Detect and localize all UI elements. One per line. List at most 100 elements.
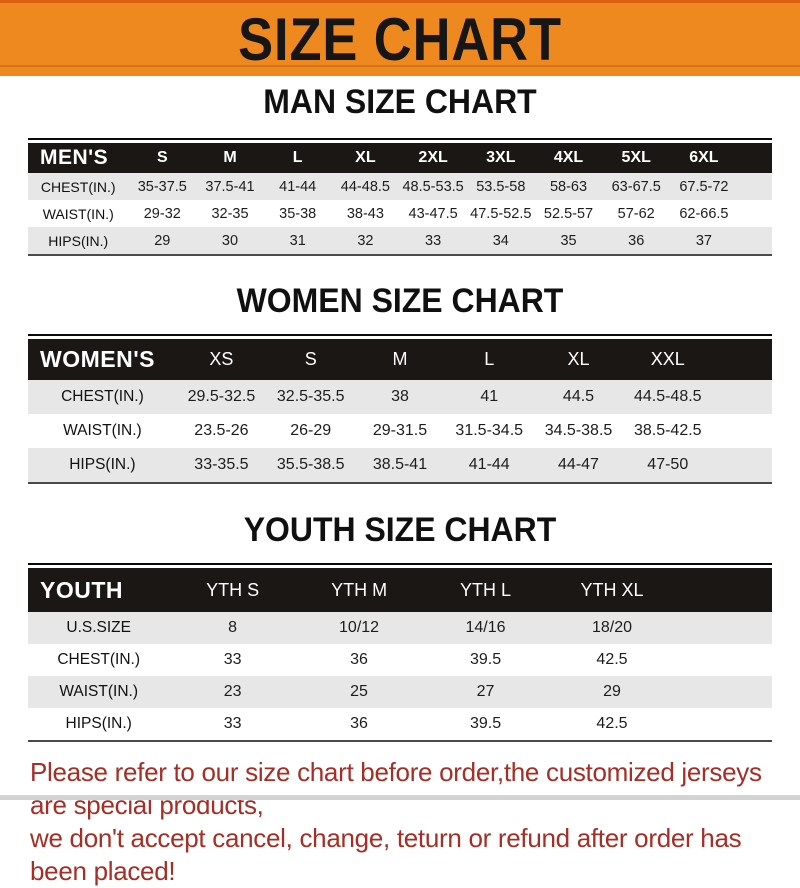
- size-value: 35: [560, 232, 577, 249]
- size-value: 33: [223, 715, 242, 732]
- size-value: 38-43: [346, 205, 384, 222]
- size-value: 53.5-58: [476, 178, 526, 195]
- table-top-border: [28, 138, 772, 140]
- size-value: 43-47.5: [408, 205, 458, 222]
- size-value: 10/12: [339, 619, 380, 636]
- size-column-header: XS: [209, 349, 234, 369]
- size-column-header: XL: [355, 149, 376, 166]
- size-value: 41: [480, 388, 499, 405]
- row-label: WAIST(IN.): [59, 683, 138, 700]
- table-row-waist: WAIST(IN.) 29-32 32-35 35-38 38-43 43-47…: [28, 200, 772, 227]
- row-label: HIPS(IN.): [69, 456, 136, 473]
- size-value: 39.5: [469, 715, 502, 732]
- size-column-header: 2XL: [418, 149, 448, 166]
- youth-table-header-row: YOUTH YTH S YTH M YTH L YTH XL: [28, 568, 772, 612]
- size-value: 31.5-34.5: [455, 422, 524, 439]
- section-heading-men: MAN SIZE CHART: [263, 83, 537, 121]
- size-column-header: YTH XL: [580, 579, 644, 600]
- size-value: 29: [603, 683, 621, 700]
- disclaimer-note: Please refer to our size chart before or…: [30, 756, 790, 888]
- size-column-header: 4XL: [553, 149, 584, 166]
- size-value: 33: [223, 651, 242, 668]
- size-value: 35-37.5: [137, 178, 187, 195]
- size-value: 37.5-41: [205, 178, 255, 195]
- table-row-chest: CHEST(IN.) 33 36 39.5 42.5: [28, 644, 772, 676]
- size-column-header: M: [392, 349, 408, 369]
- table-row-chest: CHEST(IN.) 29.5-32.5 32.5-35.5 38 41 44.…: [28, 380, 772, 414]
- size-value: 34: [492, 232, 509, 249]
- size-value: 35-38: [279, 205, 317, 222]
- size-value: 33: [425, 232, 442, 249]
- row-label: WAIST(IN.): [42, 205, 114, 222]
- size-column-header: S: [304, 349, 317, 369]
- size-value: 36: [628, 232, 645, 249]
- size-value: 33-35.5: [194, 456, 249, 473]
- size-value: 48.5-53.5: [402, 178, 464, 195]
- size-value: 62-66.5: [679, 205, 729, 222]
- table-row-ussize: U.S.SIZE 8 10/12 14/16 18/20: [28, 612, 772, 644]
- size-column-header: YTH M: [331, 579, 388, 600]
- size-value: 63-67.5: [611, 178, 661, 195]
- men-size-table: MEN'S S M L XL 2XL 3XL 4XL 5XL 6XL CHEST…: [28, 138, 772, 256]
- size-value: 38.5-41: [372, 456, 428, 473]
- size-value: 36: [350, 651, 368, 668]
- size-column-header: XL: [567, 349, 590, 369]
- size-value: 36: [350, 715, 368, 732]
- size-value: 39.5: [469, 651, 502, 668]
- table-row-hips: HIPS(IN.) 33 36 39.5 42.5: [28, 708, 772, 740]
- size-column-header: YTH L: [460, 579, 512, 600]
- size-value: 27: [476, 683, 495, 700]
- size-column-header: 3XL: [486, 149, 516, 166]
- row-label: HIPS(IN.): [48, 232, 109, 249]
- table-row-hips: HIPS(IN.) 29 30 31 32 33 34 35 36 37: [28, 227, 772, 254]
- row-label: CHEST(IN.): [40, 178, 116, 195]
- table-top-border: [28, 563, 772, 565]
- row-label: U.S.SIZE: [66, 619, 131, 636]
- size-value: 29.5-32.5: [187, 388, 256, 405]
- table-row-waist: WAIST(IN.) 23 25 27 29: [28, 676, 772, 708]
- size-value: 29-32: [143, 205, 181, 222]
- size-value: 41-44: [279, 178, 317, 195]
- women-table-header-row: WOMEN'S XS S M L XL XXL: [28, 339, 772, 380]
- size-value: 42.5: [596, 651, 628, 668]
- youth-size-table: YOUTH YTH S YTH M YTH L YTH XL U.S.SIZE …: [28, 563, 772, 742]
- table-row-chest: CHEST(IN.) 35-37.5 37.5-41 41-44 44-48.5…: [28, 173, 772, 200]
- bottom-edge-strip: [0, 795, 800, 800]
- table-row-waist: WAIST(IN.) 23.5-26 26-29 29-31.5 31.5-34…: [28, 414, 772, 448]
- table-row-hips: HIPS(IN.) 33-35.5 35.5-38.5 38.5-41 41-4…: [28, 448, 772, 482]
- size-column-header: L: [292, 149, 303, 166]
- size-value: 44.5-48.5: [633, 388, 702, 405]
- disclaimer-line-2: we don't accept cancel, change, teturn o…: [30, 823, 742, 887]
- size-value: 67.5-72: [679, 178, 729, 195]
- size-value: 58-63: [549, 178, 588, 195]
- size-value: 35.5-38.5: [276, 456, 345, 473]
- size-value: 42.5: [596, 715, 628, 732]
- size-value: 32: [357, 232, 374, 249]
- size-value: 23.5-26: [194, 422, 249, 439]
- men-table-title: MEN'S: [40, 146, 109, 169]
- size-value: 30: [221, 232, 239, 249]
- youth-table-title: YOUTH: [40, 576, 123, 603]
- banner: SIZE CHART: [0, 0, 800, 76]
- size-value: 37: [695, 232, 712, 249]
- men-table-header-row: MEN'S S M L XL 2XL 3XL 4XL 5XL 6XL: [28, 143, 772, 173]
- banner-title: SIZE CHART: [238, 5, 562, 74]
- size-value: 57-62: [617, 205, 655, 222]
- size-value: 44-48.5: [340, 178, 390, 195]
- row-label: CHEST(IN.): [57, 651, 141, 668]
- row-label: CHEST(IN.): [61, 388, 144, 405]
- size-value: 8: [228, 619, 238, 636]
- size-column-header: XXL: [650, 349, 685, 369]
- size-column-header: M: [223, 149, 237, 166]
- section-heading-youth: YOUTH SIZE CHART: [243, 511, 557, 549]
- size-value: 26-29: [290, 422, 332, 439]
- row-label: WAIST(IN.): [63, 422, 142, 439]
- size-column-header: 5XL: [621, 149, 651, 166]
- size-value: 31: [289, 232, 306, 249]
- size-value: 29: [154, 232, 171, 249]
- size-value: 47.5-52.5: [470, 205, 532, 222]
- table-top-border: [28, 334, 772, 336]
- size-column-header: 6XL: [689, 149, 719, 166]
- size-value: 23: [223, 683, 242, 700]
- size-value: 38.5-42.5: [633, 422, 702, 439]
